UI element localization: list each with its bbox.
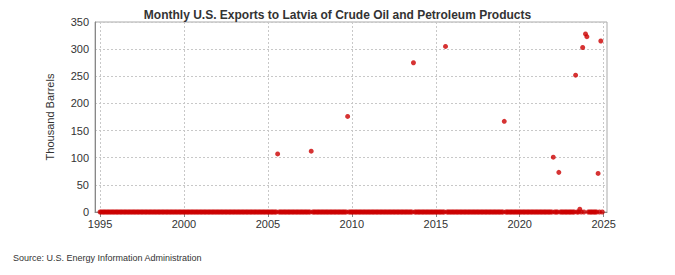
svg-text:2025: 2025 (591, 218, 615, 230)
svg-text:100: 100 (71, 152, 89, 164)
svg-text:2015: 2015 (424, 218, 448, 230)
svg-text:50: 50 (77, 179, 89, 191)
svg-text:1995: 1995 (88, 218, 112, 230)
svg-text:Monthly U.S. Exports to Latvia: Monthly U.S. Exports to Latvia of Crude … (144, 8, 532, 22)
svg-text:2010: 2010 (340, 218, 364, 230)
svg-text:Source: U.S. Energy Informatio: Source: U.S. Energy Information Administ… (13, 253, 202, 263)
svg-text:2000: 2000 (172, 218, 196, 230)
svg-text:350: 350 (71, 16, 89, 28)
svg-text:Thousand Barrels: Thousand Barrels (44, 73, 56, 160)
svg-text:250: 250 (71, 70, 89, 82)
svg-text:0: 0 (83, 206, 89, 218)
svg-text:2005: 2005 (256, 218, 280, 230)
svg-text:2020: 2020 (507, 218, 531, 230)
svg-text:200: 200 (71, 97, 89, 109)
svg-text:300: 300 (71, 43, 89, 55)
svg-text:150: 150 (71, 125, 89, 137)
